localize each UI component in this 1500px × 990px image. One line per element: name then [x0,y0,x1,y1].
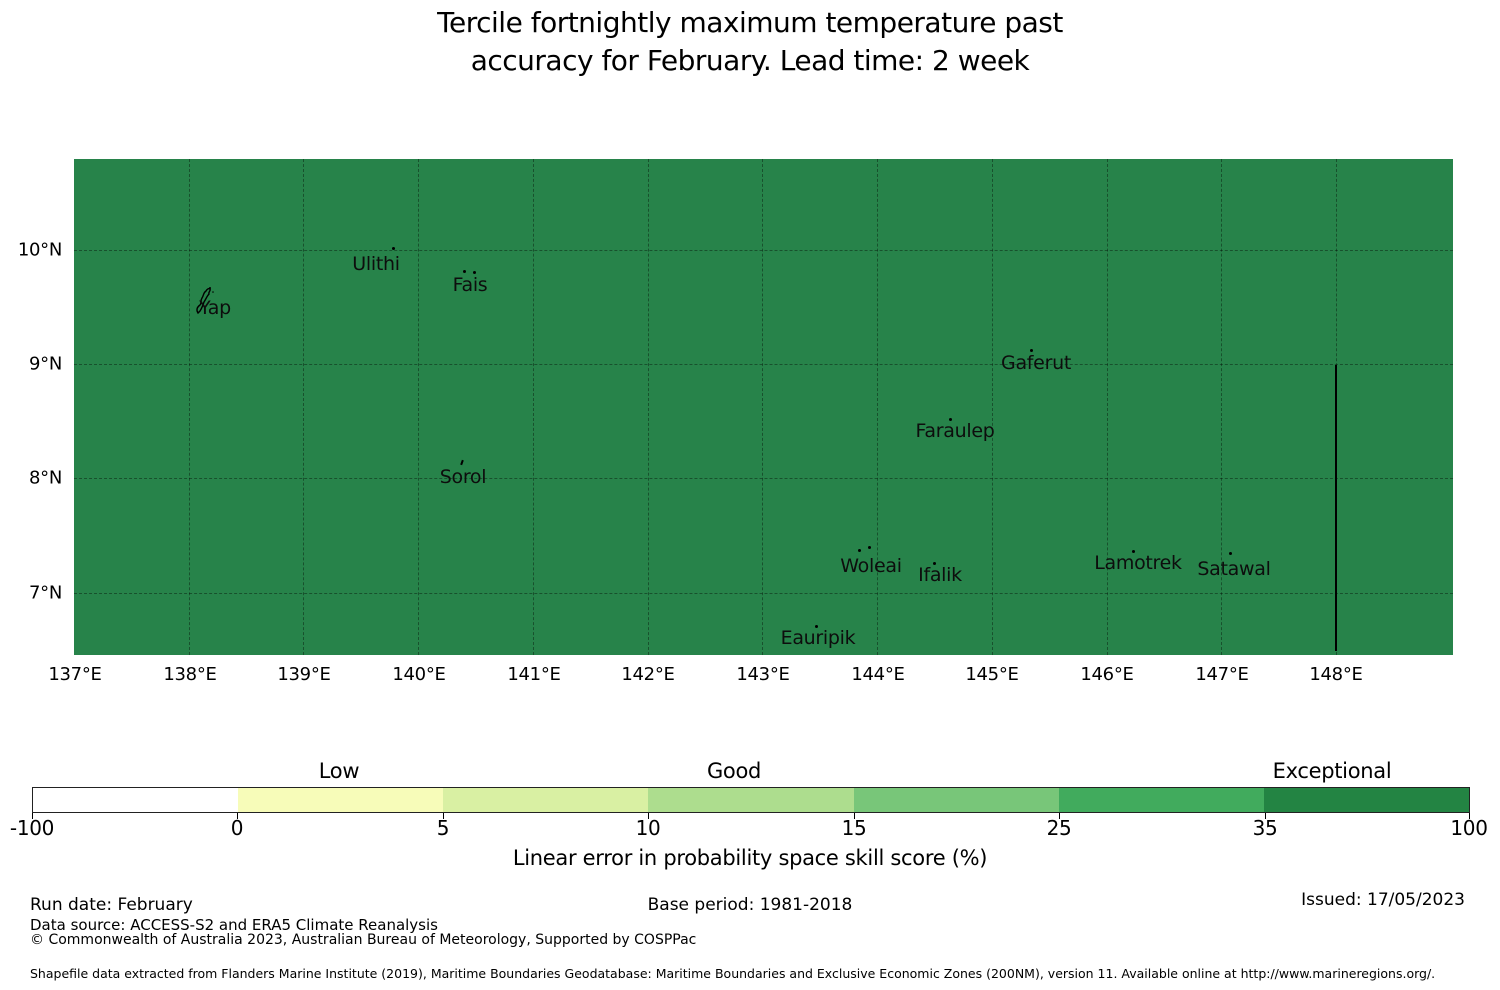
colorbar-ticklabel-0: 0 [230,816,244,840]
island-label-fais: Fais [452,274,488,296]
gridline-142e [648,159,649,655]
island-label-yap: Yap [199,297,231,319]
island-label-eauripik: Eauripik [780,627,856,649]
island-marker-sorol [460,459,464,466]
island-marker-faraulep [949,418,952,421]
shapefile-attribution-text: Shapefile data extracted from Flanders M… [30,966,1436,981]
gridline-8n [74,478,1453,479]
island-label-lamotrek: Lamotrek [1094,552,1182,574]
x-tick-144e: 144°E [851,664,905,685]
colorbar-tick [854,813,855,819]
island-label-woleai: Woleai [840,555,902,577]
gridline-144e [877,159,878,655]
gridline-139e [303,159,304,655]
gridline-138e [189,159,190,655]
x-tick-141e: 141°E [507,664,561,685]
copyright-text: © Commonwealth of Australia 2023, Austra… [30,932,697,948]
colorbar-tick [1265,813,1266,819]
colorbar-segment-5 [853,788,1059,812]
island-marker-woleai [858,549,861,552]
colorbar-tick [1469,813,1470,819]
data-source-text: Data source: ACCESS-S2 and ERA5 Climate … [30,916,438,934]
map-plot-area: Yap Ulithi Fais Gaferut Faraulep Sorol W… [74,159,1453,655]
gridline-140e [418,159,419,655]
colorbar-segment-6 [1058,788,1264,812]
colorbar-category-exceptional: Exceptional [1272,759,1392,783]
colorbar-segment-4 [648,788,854,812]
x-tick-145e: 145°E [965,664,1019,685]
colorbar-segment-1 [33,788,239,812]
gridline-146e [1107,159,1108,655]
colorbar-ticklabel-100: 100 [1450,816,1488,840]
colorbar-segment-2 [238,788,444,812]
x-tick-137e: 137°E [48,664,102,685]
eez-boundary-line [1335,365,1337,651]
island-label-gaferut: Gaferut [1001,352,1071,374]
colorbar-segment-3 [443,788,649,812]
island-label-ulithi: Ulithi [352,253,400,275]
gridline-147e [1221,159,1222,655]
gridline-141e [533,159,534,655]
island-label-ifalik: Ifalik [918,564,962,586]
chart-title: Tercile fortnightly maximum temperature … [0,4,1500,80]
colorbar-ticklabel-15: 15 [841,816,867,840]
x-tick-138e: 138°E [163,664,217,685]
x-tick-139e: 139°E [277,664,331,685]
colorbar-ticklabel-5: 5 [436,816,450,840]
colorbar-ticklabel-10: 10 [635,816,661,840]
chart-title-line1: Tercile fortnightly maximum temperature … [437,6,1063,39]
y-tick-8n: 8°N [28,467,62,489]
y-tick-9n: 9°N [28,353,62,375]
colorbar-category-low: Low [318,759,360,783]
y-tick-7n: 7°N [28,582,62,604]
island-marker-gaferut [1030,349,1033,352]
island-marker-fais-2 [473,271,476,274]
x-tick-142e: 142°E [621,664,675,685]
chart-title-line2: accuracy for February. Lead time: 2 week [470,44,1030,77]
gridline-143e [762,159,763,655]
colorbar-tick [1059,813,1060,819]
island-marker-ifalik [933,562,936,565]
island-marker-ulithi [392,247,395,250]
x-tick-140e: 140°E [392,664,446,685]
island-label-sorol: Sorol [439,466,487,488]
y-tick-10n: 10°N [17,239,62,261]
island-marker-woleai-2 [868,546,871,549]
colorbar-tick [237,813,238,819]
gridline-10n [74,250,1453,251]
x-tick-143e: 143°E [736,664,790,685]
island-label-satawal: Satawal [1197,558,1271,580]
island-marker-satawal [1229,552,1232,555]
colorbar-ticklabel-25: 25 [1046,816,1072,840]
island-marker-fais [463,270,466,273]
issued-date-text: Issued: 17/05/2023 [1301,890,1465,910]
colorbar-tick [648,813,649,819]
colorbar-ticklabel-neg100: -100 [9,816,55,840]
colorbar-tick [32,813,33,819]
colorbar-axis-label: Linear error in probability space skill … [512,846,988,870]
colorbar [32,787,1470,813]
x-tick-147e: 147°E [1195,664,1249,685]
x-tick-148e: 148°E [1309,664,1363,685]
island-marker-eauripik [815,625,818,628]
colorbar-ticklabel-35: 35 [1252,816,1278,840]
island-marker-lamotrek [1132,550,1135,553]
run-date-text: Run date: February [30,895,193,915]
gridline-7n [74,593,1453,594]
colorbar-segment-7 [1263,788,1469,812]
base-period-text: Base period: 1981-2018 [647,895,853,915]
colorbar-category-good: Good [706,759,762,783]
gridline-9n [74,364,1453,365]
colorbar-tick [443,813,444,819]
island-label-faraulep: Faraulep [915,420,995,442]
x-tick-146e: 146°E [1080,664,1134,685]
yap-island-outline [196,287,214,315]
gridline-145e [992,159,993,655]
